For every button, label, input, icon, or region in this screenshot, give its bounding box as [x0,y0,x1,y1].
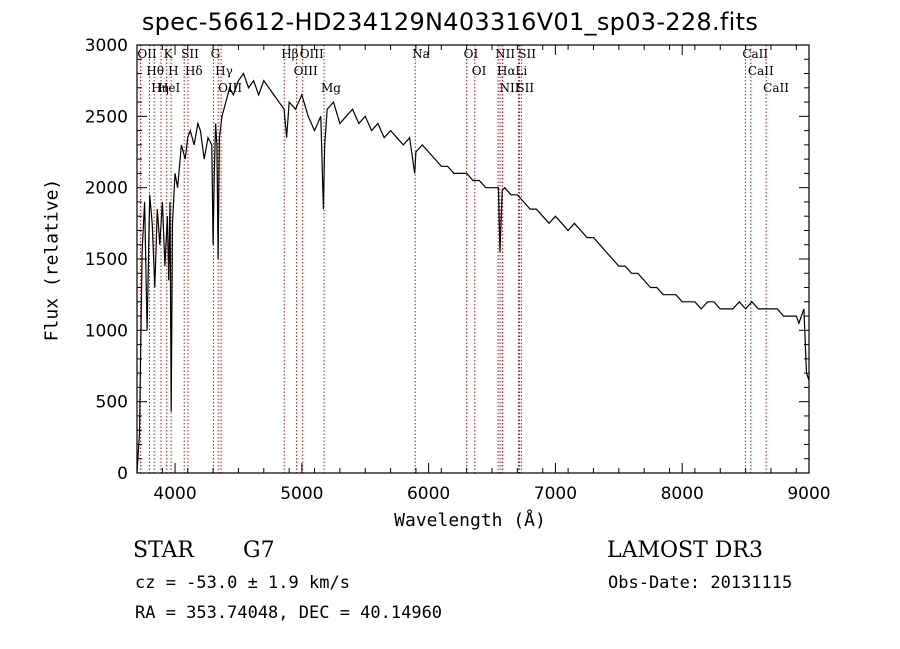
line-label-14: Mg [321,81,341,95]
line-label-0: OII [137,47,157,61]
line-label-7: Hδ [185,64,203,78]
x-axis-label: Wavelength (Å) [394,510,546,531]
y-tick-label-500: 500 [96,393,128,413]
y-tick-label-2000: 2000 [85,179,128,199]
line-label-9: Hγ [215,64,233,78]
obs-date: Obs-Date: 20131115 [608,573,793,593]
line-label-20: NII [500,81,520,95]
x-tick-label-7000: 7000 [534,484,577,504]
axis-ticks: 4000 5000 6000 7000 8000 9000 0 500 1000 1500 2000… [85,36,831,504]
line-label-3: HeI [158,81,181,95]
line-label-22: SII [516,81,534,95]
x-tick-label-5000: 5000 [280,484,323,504]
x-tick-label-4000: 4000 [153,484,196,504]
x-tick-label-8000: 8000 [661,484,704,504]
line-label-2: Hη [151,81,169,95]
spectrum-series-line [136,72,810,474]
line-label-15: Na [412,47,430,61]
survey-name: LAMOST DR3 [607,538,763,563]
line-label-11: Hβ [281,47,298,61]
x-tick-label-6000: 6000 [407,484,450,504]
line-label-16: OI [464,47,479,61]
line-label-1: Hθ [146,64,164,78]
velocity-readout: cz = -53.0 ± 1.9 km/s [135,573,350,593]
object-class: STAR [133,538,194,563]
line-label-23: SII [518,47,536,61]
subclass: G7 [243,538,275,563]
line-label-6: SII [181,47,199,61]
line-label-12: OIII [294,64,318,78]
line-label-24: CaII [742,47,768,61]
line-label-21: Li [515,64,527,78]
y-tick-label-1500: 1500 [85,250,128,270]
y-tick-label-1000: 1000 [85,321,128,341]
y-tick-label-3000: 3000 [85,36,128,56]
y-tick-label-0: 0 [117,464,128,484]
line-label-18: NII [495,47,515,61]
chart-title: spec-56612-HD234129N403316V01_sp03-228.f… [141,8,759,36]
line-label-25: CaII [748,64,774,78]
coordinates: RA = 353.74048, DEC = 40.14960 [135,603,443,623]
y-tick-label-2500: 2500 [85,107,128,127]
line-label-5: H [168,64,178,78]
plot-frame [136,44,810,474]
line-label-4: K [164,47,174,61]
line-label-17: OI [472,64,487,78]
line-label-19: Hα [497,64,516,78]
line-label-8: G [211,47,221,61]
y-axis-label: Flux (relative) [41,178,63,342]
line-label-13: OIII [300,47,324,61]
line-label-26: CaII [763,81,789,95]
emission-line-markers [139,45,767,473]
x-tick-label-9000: 9000 [787,484,830,504]
